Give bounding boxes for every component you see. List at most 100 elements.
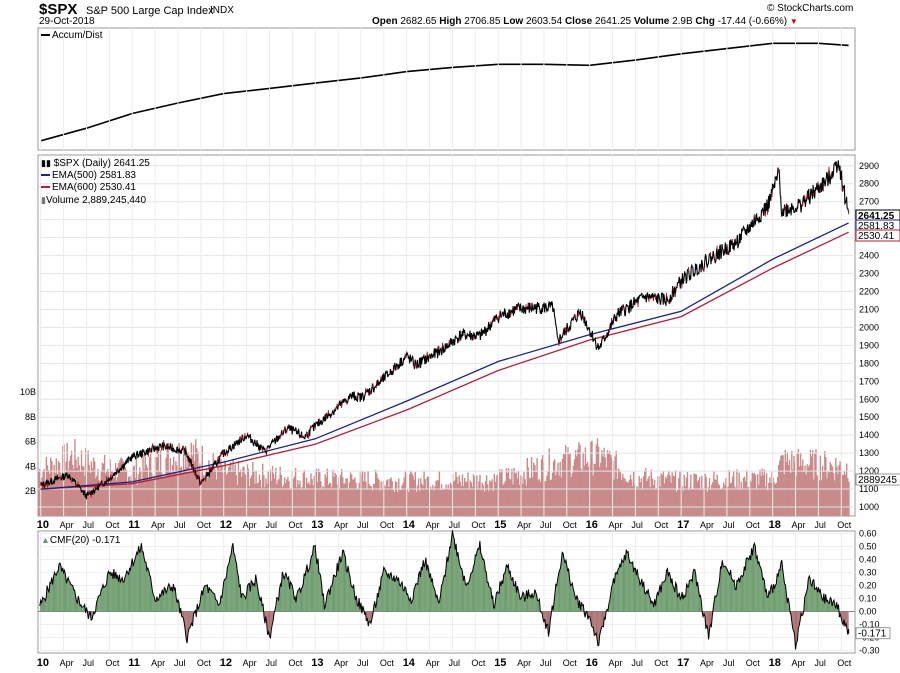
volume-bar	[170, 473, 173, 516]
ema600-line	[40, 231, 849, 490]
cmf-area	[647, 589, 649, 612]
cmf-tick-label: 0.30	[859, 568, 877, 578]
volume-bar	[634, 485, 636, 516]
x-tick-label: 13	[311, 657, 323, 669]
x-tick-label: Jul	[814, 658, 826, 668]
volume-bar	[43, 469, 45, 516]
cmf-area	[62, 567, 64, 612]
volume-bar	[681, 486, 683, 516]
volume-bar	[410, 470, 412, 516]
x-tick-label: Apr	[700, 658, 714, 668]
volume-bar	[797, 449, 800, 516]
volume-bar	[648, 475, 650, 516]
volume-bar	[448, 489, 450, 516]
cmf-area	[369, 611, 371, 622]
cmf-area	[491, 595, 493, 612]
volume-bar	[310, 473, 312, 516]
cmf-area	[337, 563, 339, 612]
volume-bar	[404, 471, 407, 516]
volume-bar	[658, 476, 660, 516]
volume-bar	[212, 453, 214, 516]
volume-bar	[626, 482, 628, 516]
cmf-area	[819, 589, 821, 612]
volume-bar	[675, 491, 678, 516]
volume-value-tag	[855, 473, 900, 486]
volume-bar	[209, 466, 211, 516]
accum-legend-label: Accum/Dist	[52, 30, 103, 41]
volume-bar	[728, 470, 730, 516]
volume-bar	[595, 444, 598, 516]
cmf-area	[203, 586, 205, 612]
volume-bar	[76, 467, 78, 516]
cmf-area	[290, 581, 292, 612]
cmf-area	[601, 611, 603, 628]
cmf-area	[484, 562, 486, 612]
cmf-area	[566, 565, 568, 612]
cmf-area	[693, 569, 694, 612]
cmf-area	[137, 545, 139, 612]
cmf-area	[132, 558, 134, 612]
x-tick-label: Jul	[540, 520, 552, 530]
volume-label: Volume	[633, 16, 670, 27]
volume-bar	[484, 481, 487, 516]
volume-bar	[233, 469, 235, 516]
volume-bar	[389, 479, 391, 516]
cmf-area	[673, 587, 675, 612]
volume-bar	[539, 482, 542, 516]
volume-bar	[638, 476, 640, 516]
volume-bar	[307, 483, 309, 516]
cmf-area	[724, 566, 726, 612]
volume-bar	[373, 483, 376, 516]
volume-bar	[413, 479, 415, 516]
open-label: Open	[372, 16, 398, 27]
volume-bar	[147, 478, 150, 516]
volume-bar	[211, 464, 213, 516]
cmf-area	[139, 549, 141, 612]
volume-bar	[591, 440, 593, 516]
cmf-area	[124, 577, 125, 612]
cmf-area	[312, 546, 314, 612]
volume-bar	[637, 487, 639, 516]
x-tick-label: Jul	[723, 658, 735, 668]
cmf-area	[595, 611, 597, 635]
volume-bar	[87, 450, 89, 516]
cmf-area	[110, 572, 112, 612]
cmf-area	[480, 553, 482, 612]
volume-bar	[651, 478, 654, 516]
volume-bar	[330, 483, 332, 516]
cmf-area	[233, 552, 235, 612]
volume-bar	[260, 487, 263, 516]
cmf-area	[793, 611, 795, 636]
volume-bar	[352, 479, 354, 516]
volume-bar	[767, 490, 769, 516]
volume-bar	[541, 455, 544, 516]
cmf-area	[298, 587, 300, 612]
volume-bar	[522, 483, 524, 516]
volume-bar	[326, 468, 329, 516]
volume-bar	[482, 485, 484, 516]
cmf-area	[80, 605, 81, 612]
cmf-area	[331, 582, 333, 612]
cmf-area	[385, 570, 387, 612]
volume-bar	[426, 477, 428, 516]
cmf-area	[381, 576, 382, 612]
cmf-area	[131, 558, 133, 612]
cmf-area	[633, 568, 635, 612]
volume-bar	[117, 476, 119, 516]
volume-bar	[529, 477, 532, 516]
volume-bar	[398, 478, 400, 516]
cmf-area	[810, 578, 812, 612]
volume-bar	[727, 486, 729, 516]
volume-bar	[180, 466, 183, 516]
cmf-area	[313, 545, 315, 612]
volume-bar	[722, 487, 724, 516]
volume-bar	[683, 475, 685, 516]
volume-bar	[55, 458, 57, 516]
x-tick-label: Oct	[837, 658, 852, 668]
volume-bar	[390, 477, 392, 516]
volume-bar	[485, 475, 488, 516]
volume-bar	[214, 469, 217, 516]
cmf-area	[109, 572, 111, 612]
cmf-area	[596, 611, 597, 639]
volume-bar	[141, 481, 143, 516]
